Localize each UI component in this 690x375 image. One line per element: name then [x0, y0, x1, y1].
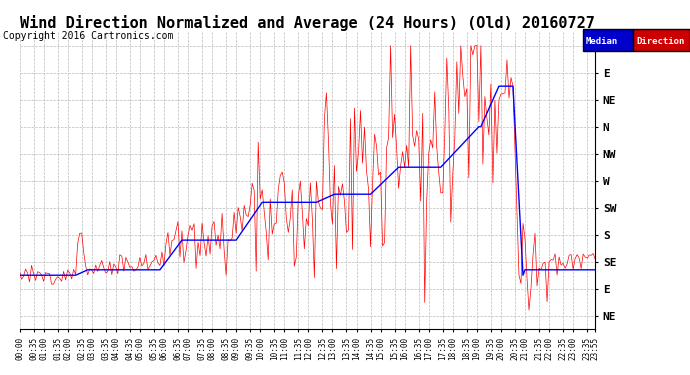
Title: Wind Direction Normalized and Average (24 Hours) (Old) 20160727: Wind Direction Normalized and Average (2… [20, 15, 595, 31]
Text: Median: Median [586, 37, 618, 46]
Text: Copyright 2016 Cartronics.com: Copyright 2016 Cartronics.com [3, 32, 174, 41]
Text: Direction: Direction [636, 37, 684, 46]
